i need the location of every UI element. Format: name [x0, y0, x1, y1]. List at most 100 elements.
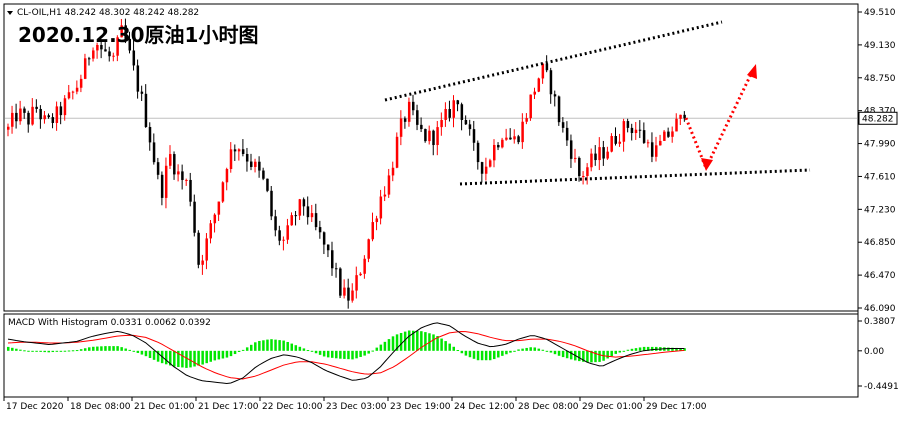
- macd-histogram-bar: [96, 346, 99, 351]
- macd-histogram-bar: [92, 346, 95, 351]
- candle-up: [185, 179, 188, 181]
- macd-histogram-bar: [569, 350, 573, 360]
- macd-histogram-bar: [51, 350, 55, 353]
- macd-histogram-bar: [622, 350, 626, 352]
- candle-down: [278, 230, 281, 241]
- macd-histogram-bar: [626, 349, 630, 351]
- candle-down: [124, 25, 127, 39]
- trend-lines: [384, 20, 811, 186]
- candle-down: [553, 94, 557, 97]
- macd-histogram-bar: [610, 350, 613, 357]
- macd-histogram-bar: [594, 350, 597, 363]
- macd-histogram-bar: [521, 348, 524, 351]
- macd-histogram-bar: [371, 350, 374, 352]
- candle-down: [274, 216, 277, 231]
- macd-histogram-bar: [525, 347, 528, 351]
- macd-histogram-bar: [116, 346, 119, 351]
- macd-histogram-bar: [578, 350, 581, 362]
- macd-histogram-bar: [590, 350, 593, 363]
- macd-histogram-bar: [164, 350, 168, 365]
- candle-up: [355, 275, 358, 291]
- candle-down: [476, 142, 480, 163]
- macd-histogram-bar: [557, 350, 561, 356]
- candle-up: [399, 118, 403, 137]
- candle-up: [209, 223, 212, 239]
- candle-up: [501, 139, 504, 148]
- candle-up: [63, 98, 67, 116]
- macd-histogram-bar: [387, 339, 391, 351]
- candle-up: [298, 199, 302, 216]
- macd-histogram-bar: [173, 350, 176, 367]
- macd-histogram-bar: [124, 348, 127, 351]
- forecast-arrow: [684, 64, 757, 172]
- candle-down: [314, 213, 318, 228]
- candle-down: [468, 124, 472, 130]
- macd-histogram-bar: [343, 350, 346, 359]
- candle-down: [193, 201, 196, 233]
- macd-histogram-bar: [638, 347, 642, 351]
- candle-up: [622, 121, 626, 142]
- macd-histogram-bar: [128, 349, 131, 351]
- macd-histogram-bar: [375, 347, 379, 351]
- macd-histogram-bar: [561, 350, 565, 358]
- macd-histogram-bar: [448, 343, 451, 351]
- macd-histogram-bar: [27, 350, 30, 352]
- price-tick-label: 49.130: [864, 41, 896, 51]
- candle-down: [160, 174, 164, 198]
- macd-histogram-bar: [351, 350, 354, 360]
- candle-down: [326, 244, 330, 251]
- macd-histogram-bar: [270, 339, 273, 351]
- forecast-arrowhead-up: [747, 64, 757, 79]
- macd-signal-line: [7, 330, 685, 380]
- macd-histogram-bar: [43, 350, 46, 353]
- candle-up: [55, 106, 59, 123]
- macd-histogram-bar: [420, 331, 423, 351]
- candle-up: [371, 222, 374, 240]
- macd-histogram-bar: [667, 347, 670, 351]
- time-tick-label: 23 Dec 03:00: [326, 402, 387, 412]
- candle-up: [375, 218, 379, 223]
- time-tick-label: 18 Dec 08:00: [70, 402, 131, 412]
- candle-down: [424, 129, 427, 142]
- candle-down: [59, 106, 63, 116]
- macd-histogram-bar: [254, 342, 257, 351]
- macd-histogram-bar: [31, 350, 34, 352]
- macd-histogram-bar: [464, 350, 468, 356]
- macd-histogram-bar: [266, 339, 269, 351]
- candle-down: [258, 161, 261, 171]
- macd-histogram-bar: [533, 347, 536, 351]
- macd-histogram-bar: [148, 350, 152, 358]
- candle-up: [359, 273, 362, 276]
- candle-down: [683, 114, 686, 119]
- macd-histogram-bar: [294, 345, 298, 351]
- macd-histogram-bar: [630, 348, 634, 351]
- macd-histogram-bar: [193, 350, 196, 367]
- time-axis-ticks: 17 Dec 2020 18 Dec 08:00 21 Dec 01:00 21 De…: [3, 397, 707, 412]
- macd-histogram-bar: [424, 332, 427, 351]
- candle-down: [140, 91, 144, 94]
- candle-down: [456, 100, 460, 105]
- candles-group: [7, 18, 686, 309]
- dropdown-triangle-icon[interactable]: [7, 11, 13, 15]
- candle-up: [177, 171, 180, 175]
- candle-down: [650, 142, 654, 157]
- candle-up: [351, 290, 354, 301]
- macd-histogram-bar: [23, 350, 26, 352]
- macd-histogram-bar: [671, 347, 674, 351]
- macd-histogram-bar: [493, 350, 496, 360]
- candle-up: [634, 129, 638, 134]
- macd-histogram-bar: [416, 330, 419, 351]
- candle-down: [173, 154, 176, 175]
- candle-down: [136, 65, 140, 92]
- macd-histogram-bar: [237, 350, 241, 352]
- candle-down: [23, 108, 26, 113]
- candle-up: [610, 136, 613, 152]
- candle-down: [318, 227, 322, 233]
- candle-up: [505, 137, 508, 140]
- candle-up: [436, 127, 439, 146]
- candle-down: [464, 120, 468, 125]
- candle-down: [197, 232, 200, 265]
- macd-histogram-bar: [63, 350, 67, 352]
